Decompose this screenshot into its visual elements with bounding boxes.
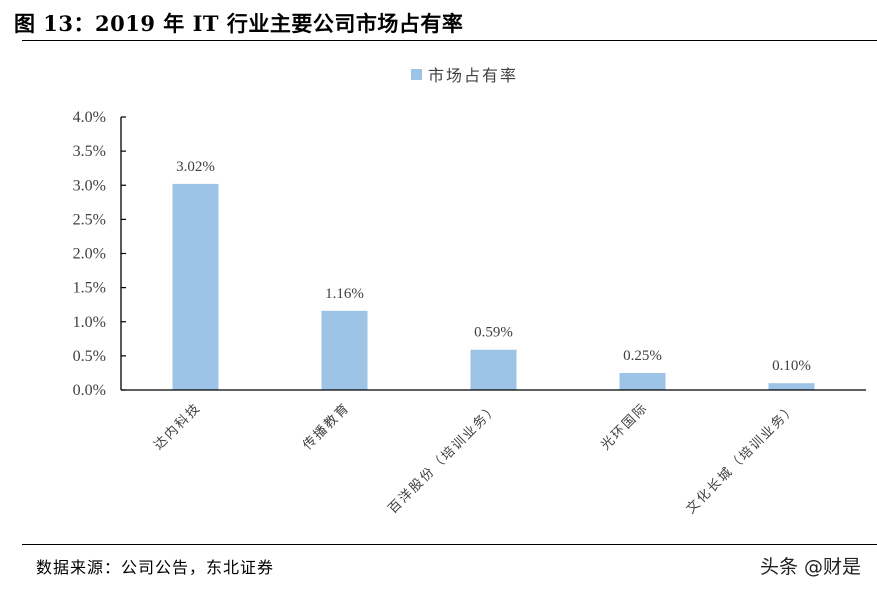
title-rule (22, 40, 877, 41)
y-tick-label: 1.0% (73, 314, 106, 331)
bar-value-label: 0.10% (772, 358, 811, 374)
y-tick-label: 4.0% (73, 109, 106, 126)
y-tick-label: 2.0% (73, 246, 106, 263)
watermark: 头条 @财是 (759, 556, 861, 578)
y-tick-label: 3.5% (73, 143, 106, 160)
y-tick-label: 2.5% (73, 211, 106, 228)
x-category-label: 光环国际 (598, 400, 651, 453)
y-tick-label: 1.5% (73, 280, 106, 297)
bar (172, 183, 219, 390)
y-tick-label: 0.5% (73, 348, 106, 365)
bar-value-label: 0.59% (474, 325, 513, 341)
figure-title: 图 13：2019 年 IT 行业主要公司市场占有率 (14, 11, 464, 36)
bar (619, 372, 666, 390)
legend-swatch-icon (411, 68, 422, 80)
x-category-label: 达内科技 (151, 400, 205, 454)
x-category-label: 传播教育 (300, 400, 354, 454)
bar-value-label: 1.16% (325, 286, 364, 302)
y-tick-label: 0.0% (73, 382, 106, 399)
bar (768, 383, 815, 390)
y-tick-label: 3.0% (73, 177, 106, 194)
legend-label: 市场占有率 (428, 66, 519, 85)
bar (321, 310, 368, 390)
bar-chart: 0.0% 0.5% 1.0% 1.5% 2.0% 2.5% 3.0% 3.5% 4.0% 3.02… (73, 109, 866, 517)
source-note: 数据来源：公司公告，东北证券 (36, 558, 275, 577)
x-category-label: 文化长城（培训业务） (683, 400, 800, 517)
chart-legend: 市场占有率 (411, 62, 518, 86)
bar (470, 349, 517, 390)
source-rule (22, 544, 877, 545)
bar-value-label: 0.25% (623, 348, 662, 364)
x-category-label: 百洋股份（培训业务） (385, 400, 502, 517)
bar-value-label: 3.02% (176, 159, 215, 175)
